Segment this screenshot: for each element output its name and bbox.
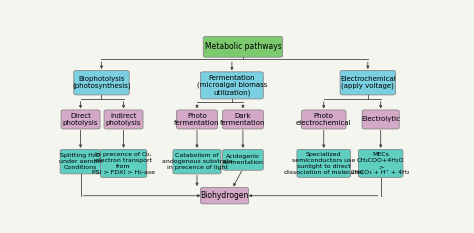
Text: Splitting H₂O
under aerobic
Conditions: Splitting H₂O under aerobic Conditions: [59, 153, 102, 170]
Text: Electrolytic: Electrolytic: [361, 116, 400, 123]
Text: Dark
fermentation: Dark fermentation: [220, 113, 265, 126]
FancyBboxPatch shape: [203, 36, 283, 57]
Text: Electrochemical
(apply voltage): Electrochemical (apply voltage): [340, 76, 396, 89]
Text: Metabolic pathways: Metabolic pathways: [205, 42, 281, 51]
Text: Biohydrogen: Biohydrogen: [201, 191, 249, 200]
Text: Acidogenic
fermentation: Acidogenic fermentation: [222, 154, 264, 165]
Text: Biophotolysis
(photosynthesis): Biophotolysis (photosynthesis): [72, 76, 131, 89]
Text: Photo
electrochemical: Photo electrochemical: [296, 113, 352, 126]
FancyBboxPatch shape: [222, 149, 264, 170]
FancyBboxPatch shape: [362, 110, 399, 129]
FancyBboxPatch shape: [340, 70, 396, 95]
Text: Indirect
photolysis: Indirect photolysis: [106, 113, 141, 126]
FancyBboxPatch shape: [201, 188, 249, 204]
FancyBboxPatch shape: [222, 110, 264, 129]
FancyBboxPatch shape: [301, 110, 346, 129]
FancyBboxPatch shape: [173, 149, 221, 174]
FancyBboxPatch shape: [74, 70, 129, 95]
Text: Photo
fermentation: Photo fermentation: [174, 113, 220, 126]
FancyBboxPatch shape: [60, 149, 101, 174]
FancyBboxPatch shape: [358, 149, 403, 177]
Text: In precence of O₂,
electron transport
from
PSI > FDXI > H₂-ase: In precence of O₂, electron transport fr…: [92, 152, 155, 175]
FancyBboxPatch shape: [104, 110, 143, 129]
Text: MECs
CH₃COO+4H₂O
>
2HCO₃ + H⁺ + 4H₂: MECs CH₃COO+4H₂O > 2HCO₃ + H⁺ + 4H₂: [352, 152, 410, 175]
Text: Catabolism of
andogenous substrate
in precence of light: Catabolism of andogenous substrate in pr…: [162, 153, 232, 170]
FancyBboxPatch shape: [201, 72, 264, 99]
FancyBboxPatch shape: [100, 149, 146, 177]
FancyBboxPatch shape: [61, 110, 100, 129]
Text: Specialized
semiconductors use
sunlight to direct
dissociation of molecules: Specialized semiconductors use sunlight …: [284, 152, 364, 175]
Text: Fermentation
(microalgal biomass
utilization): Fermentation (microalgal biomass utiliza…: [197, 75, 267, 96]
FancyBboxPatch shape: [297, 149, 351, 177]
FancyBboxPatch shape: [177, 110, 218, 129]
Text: Direct
photolysis: Direct photolysis: [63, 113, 98, 126]
